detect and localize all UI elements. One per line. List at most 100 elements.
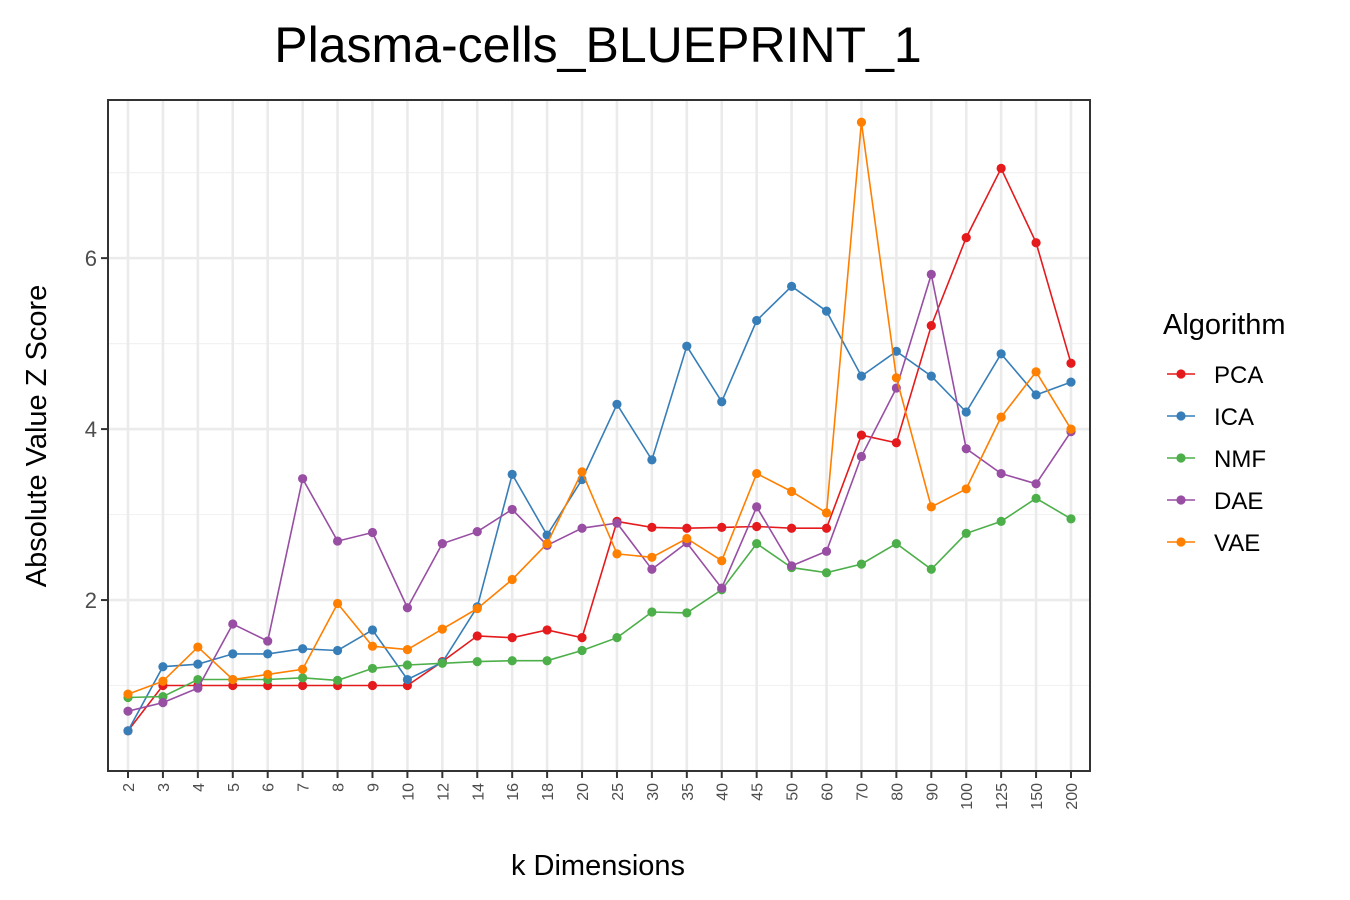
data-point bbox=[402, 645, 413, 655]
legend-item-nmf: NMF bbox=[1167, 446, 1266, 473]
data-point bbox=[786, 486, 797, 497]
data-point bbox=[856, 430, 867, 440]
series-line-dae bbox=[127, 274, 1072, 712]
series-line-pca bbox=[127, 166, 1072, 732]
data-point bbox=[298, 474, 308, 484]
data-point bbox=[821, 508, 832, 518]
data-point bbox=[507, 574, 517, 585]
data-point bbox=[193, 642, 203, 652]
data-point bbox=[996, 516, 1006, 527]
data-point bbox=[752, 539, 762, 549]
data-point bbox=[891, 438, 901, 448]
data-point bbox=[542, 656, 552, 666]
data-point bbox=[1066, 514, 1076, 524]
data-point bbox=[856, 559, 867, 569]
data-point bbox=[332, 675, 343, 685]
data-point bbox=[577, 467, 587, 477]
data-point bbox=[332, 645, 343, 656]
data-point bbox=[193, 674, 203, 685]
legend-key-point bbox=[1176, 495, 1186, 505]
data-point bbox=[542, 539, 552, 549]
data-point bbox=[298, 680, 308, 691]
x-tick-label: 3 bbox=[156, 783, 173, 792]
x-tick-label: 70 bbox=[854, 783, 871, 801]
data-point bbox=[367, 663, 378, 674]
series-vae bbox=[123, 117, 1076, 699]
data-point bbox=[647, 522, 657, 532]
major-gridlines bbox=[108, 100, 1090, 771]
data-point bbox=[961, 528, 971, 538]
data-point bbox=[717, 556, 727, 566]
x-tick-label: 150 bbox=[1029, 783, 1046, 810]
data-point bbox=[926, 371, 936, 381]
legend-title: Algorithm bbox=[1163, 309, 1286, 341]
data-point bbox=[647, 552, 657, 562]
data-point bbox=[786, 281, 797, 291]
data-point bbox=[437, 539, 447, 549]
data-point bbox=[228, 674, 238, 685]
data-point bbox=[263, 636, 273, 646]
x-tick-label: 40 bbox=[715, 783, 732, 801]
x-tick-label: 7 bbox=[296, 783, 313, 792]
data-point bbox=[926, 564, 936, 574]
legend-label: VAE bbox=[1214, 530, 1260, 557]
data-point bbox=[752, 502, 762, 512]
x-tick-label: 8 bbox=[331, 783, 348, 792]
data-point bbox=[1031, 479, 1041, 489]
data-point bbox=[752, 315, 762, 326]
data-point bbox=[437, 658, 447, 668]
data-point bbox=[158, 676, 168, 686]
y-tick-label: 2 bbox=[85, 588, 97, 613]
data-point bbox=[1031, 493, 1041, 503]
series-line-vae bbox=[127, 122, 1072, 695]
x-axis: 2 3 4 5 6 7 8 9 10 12 14 16 18 20 25 30 35 40 45 50 60 70 80 90… bbox=[121, 771, 1081, 810]
x-tick-label: 35 bbox=[680, 783, 697, 801]
data-point bbox=[332, 598, 343, 609]
plot-panel-border bbox=[107, 99, 1091, 772]
x-tick-label: 6 bbox=[261, 783, 278, 792]
data-point bbox=[996, 163, 1006, 173]
x-tick-label: 200 bbox=[1064, 783, 1081, 810]
data-point bbox=[961, 407, 971, 417]
data-point bbox=[647, 455, 657, 465]
data-point bbox=[402, 660, 413, 670]
series-layer bbox=[123, 117, 1076, 736]
data-point bbox=[228, 649, 238, 659]
data-point bbox=[193, 659, 203, 669]
x-tick-label: 5 bbox=[226, 783, 243, 792]
legend-item-dae: DAE bbox=[1167, 488, 1263, 515]
data-point bbox=[717, 522, 727, 532]
data-point bbox=[961, 444, 971, 454]
legend-item-pca: PCA bbox=[1167, 362, 1263, 389]
legend-key-point bbox=[1176, 537, 1186, 547]
data-point bbox=[891, 373, 901, 383]
minor-gridlines bbox=[108, 172, 1090, 687]
legend-label: DAE bbox=[1214, 488, 1263, 515]
data-point bbox=[507, 633, 517, 643]
x-tick-label: 25 bbox=[610, 783, 627, 801]
data-point bbox=[367, 527, 378, 538]
data-point bbox=[926, 502, 936, 512]
data-point bbox=[193, 683, 203, 693]
x-tick-label: 9 bbox=[365, 783, 382, 792]
data-point bbox=[682, 523, 692, 533]
y-tick-label: 6 bbox=[85, 246, 97, 271]
data-point bbox=[472, 527, 482, 537]
legend-key-point bbox=[1176, 411, 1186, 421]
data-point bbox=[1066, 424, 1076, 434]
y-axis-title: Absolute Value Z Score bbox=[21, 285, 53, 588]
series-dae bbox=[123, 269, 1076, 716]
x-tick-label: 12 bbox=[435, 783, 452, 801]
x-tick-label: 2 bbox=[121, 783, 138, 792]
data-point bbox=[472, 631, 482, 641]
data-point bbox=[926, 269, 936, 279]
data-point bbox=[1031, 367, 1041, 377]
data-point bbox=[472, 603, 482, 614]
data-point bbox=[472, 656, 482, 667]
y-axis: 2 4 6 bbox=[85, 246, 108, 613]
x-tick-label: 14 bbox=[470, 783, 487, 801]
x-tick-label: 10 bbox=[400, 783, 417, 801]
data-point bbox=[263, 669, 273, 680]
data-point bbox=[263, 649, 273, 659]
